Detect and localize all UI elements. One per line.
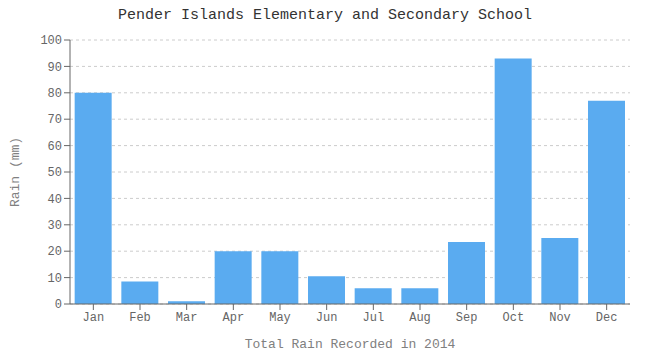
svg-text:Jan: Jan — [83, 311, 105, 325]
svg-text:90: 90 — [48, 61, 62, 75]
svg-text:Dec: Dec — [596, 311, 618, 325]
svg-text:100: 100 — [40, 34, 62, 48]
svg-text:10: 10 — [48, 272, 62, 286]
svg-text:Aug: Aug — [409, 311, 431, 325]
svg-text:Jul: Jul — [363, 311, 385, 325]
svg-text:Jun: Jun — [316, 311, 338, 325]
html-text:Pender Islands Elementary and: Pender Islands Elementary and Secondary … — [118, 7, 532, 24]
svg-text:0: 0 — [55, 298, 62, 312]
svg-text:70: 70 — [48, 113, 62, 127]
svg-text:60: 60 — [48, 140, 62, 154]
svg-text:Apr: Apr — [223, 311, 245, 325]
svg-text:Nov: Nov — [549, 311, 571, 325]
svg-text:Total Rain Recorded in 2014: Total Rain Recorded in 2014 — [245, 337, 456, 352]
svg-text:Feb: Feb — [129, 311, 151, 325]
svg-text:Mar: Mar — [176, 311, 198, 325]
svg-text:Sep: Sep — [456, 311, 478, 325]
svg-text:80: 80 — [48, 87, 62, 101]
svg-text:50: 50 — [48, 166, 62, 180]
svg-text:Oct: Oct — [503, 311, 525, 325]
svg-text:Rain (mm): Rain (mm) — [8, 137, 23, 207]
svg-text:20: 20 — [48, 245, 62, 259]
svg-text:40: 40 — [48, 193, 62, 207]
svg-text:May: May — [269, 311, 291, 325]
svg-text:30: 30 — [48, 219, 62, 233]
